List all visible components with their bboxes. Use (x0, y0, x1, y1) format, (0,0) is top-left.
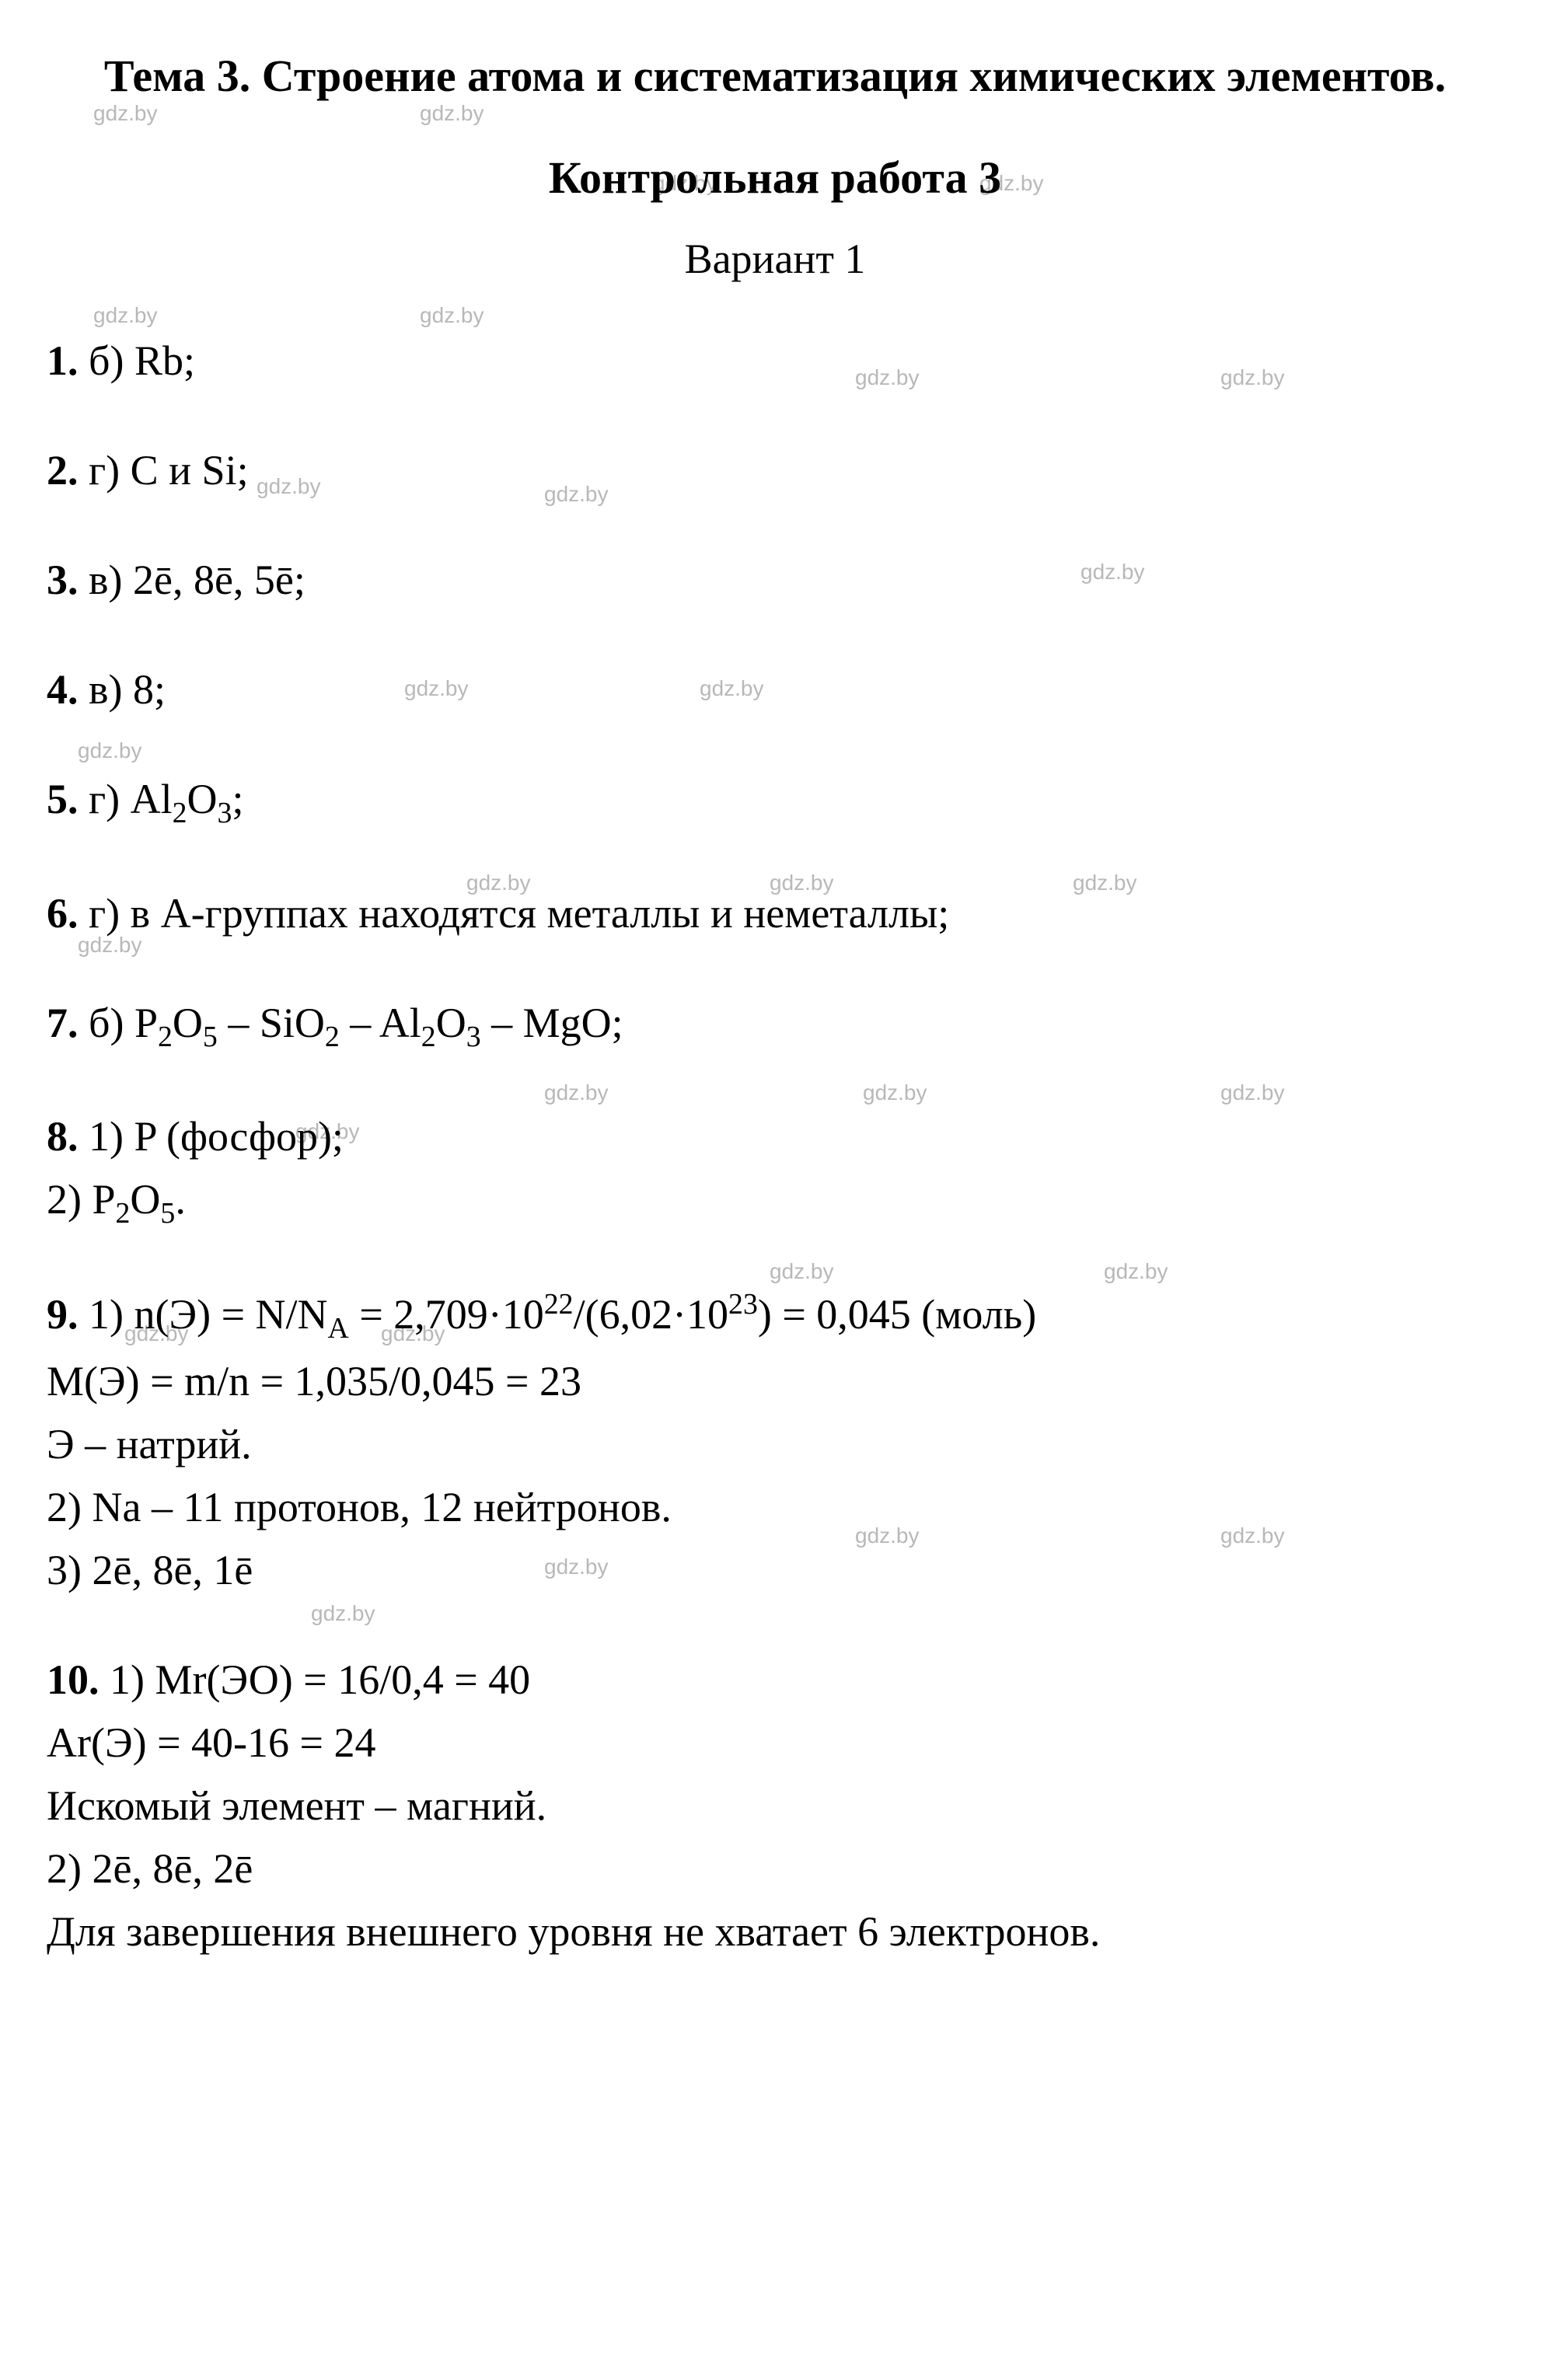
subscript: 2 (421, 1021, 436, 1053)
answer-text: O (436, 1000, 466, 1046)
answer-text: г) в А-группах находятся металлы и немет… (79, 890, 950, 937)
answer-text: 3) 2ē, 8ē, 1ē (47, 1547, 253, 1593)
answer-text: г) Al (79, 776, 173, 822)
answer-num: 8. (47, 1113, 79, 1160)
answer-text: в) 2ē, 8ē, 5ē; (79, 557, 305, 603)
answer-text: 1) Mr(ЭО) = 16/0,4 = 40 (99, 1656, 531, 1703)
answer-text: 1) n(Э) = N/N (79, 1291, 328, 1338)
answer-6: 6. г) в А-группах находятся металлы и не… (47, 882, 1503, 945)
answer-text: Искомый элемент – магний. (47, 1782, 546, 1829)
answer-text: 2) P (47, 1176, 116, 1223)
answer-num: 5. (47, 776, 79, 822)
answer-text: O (130, 1176, 160, 1223)
answer-text: . (175, 1176, 186, 1223)
answer-text: 2) Na – 11 протонов, 12 нейтронов. (47, 1484, 672, 1530)
subscript: 5 (160, 1197, 175, 1230)
answer-text: – MgO; (481, 1000, 623, 1046)
variant-label: Вариант 1 (47, 235, 1503, 283)
superscript: 22 (544, 1288, 574, 1321)
answer-text: ; (232, 776, 243, 822)
answer-3: 3. в) 2ē, 8ē, 5ē; (47, 549, 1503, 612)
answer-9: 9. 1) n(Э) = N/NA = 2,709·1022/(6,02·102… (47, 1282, 1503, 1602)
answer-2: 2. г) C и Si; (47, 439, 1503, 502)
answer-num: 4. (47, 666, 79, 713)
subscript: 3 (466, 1021, 481, 1053)
control-work-title: Контрольная работа 3 (47, 152, 1503, 204)
answer-text: г) C и Si; (79, 447, 249, 494)
subscript: A (328, 1312, 349, 1345)
answer-text: Ar(Э) = 40-16 = 24 (47, 1719, 375, 1766)
answer-num: 2. (47, 447, 79, 494)
answer-text: – Al (340, 1000, 421, 1046)
answer-text: 2) 2ē, 8ē, 2ē (47, 1845, 253, 1892)
subscript: 2 (325, 1021, 340, 1053)
superscript: 23 (728, 1288, 758, 1321)
answer-num: 7. (47, 1000, 79, 1046)
answer-num: 3. (47, 557, 79, 603)
answer-text: M(Э) = m/n = 1,035/0,045 = 23 (47, 1358, 581, 1405)
answer-1: 1. б) Rb; (47, 330, 1503, 393)
subscript: 3 (218, 797, 232, 829)
answer-7: 7. б) P2O5 – SiO2 – Al2O3 – MgO; (47, 992, 1503, 1059)
answer-8: 8. 1) P (фосфор); 2) P2O5. (47, 1105, 1503, 1235)
answer-num: 1. (47, 337, 79, 384)
subscript: 2 (158, 1021, 173, 1053)
answer-text: /(6,02·10 (574, 1291, 728, 1338)
answer-num: 10. (47, 1656, 99, 1703)
answer-4: 4. в) 8; (47, 658, 1503, 721)
answer-10: 10. 1) Mr(ЭО) = 16/0,4 = 40 Ar(Э) = 40-1… (47, 1649, 1503, 1963)
answer-text: б) Rb; (79, 337, 195, 384)
answer-text: – SiO (218, 1000, 325, 1046)
answer-text: Э – натрий. (47, 1421, 252, 1467)
answer-text: ) = 0,045 (моль) (758, 1291, 1036, 1338)
answer-text: Для завершения внешнего уровня не хватае… (47, 1908, 1100, 1955)
topic-title: Тема 3. Строение атома и систематизация … (47, 47, 1503, 105)
answer-text: б) P (79, 1000, 159, 1046)
answer-text: в) 8; (79, 666, 166, 713)
answer-text: 1) P (фосфор); (79, 1113, 344, 1160)
subscript: 2 (116, 1197, 131, 1230)
subscript: 5 (203, 1021, 218, 1053)
answer-5: 5. г) Al2O3; (47, 768, 1503, 835)
answer-num: 9. (47, 1291, 79, 1338)
answer-text: O (173, 1000, 203, 1046)
answer-num: 6. (47, 890, 79, 937)
answer-text: O (187, 776, 218, 822)
answer-text: = 2,709·10 (349, 1291, 544, 1338)
subscript: 2 (173, 797, 187, 829)
